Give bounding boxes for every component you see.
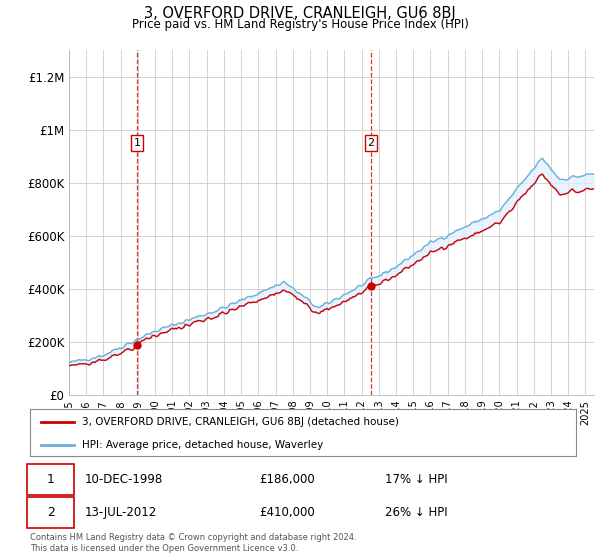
Text: 17% ↓ HPI: 17% ↓ HPI <box>385 473 448 486</box>
Text: £410,000: £410,000 <box>259 506 315 519</box>
Text: 10-DEC-1998: 10-DEC-1998 <box>85 473 163 486</box>
Text: 2: 2 <box>47 506 55 519</box>
Text: 1: 1 <box>133 138 140 148</box>
Text: 1: 1 <box>47 473 55 486</box>
Text: HPI: Average price, detached house, Waverley: HPI: Average price, detached house, Wave… <box>82 440 323 450</box>
Text: 3, OVERFORD DRIVE, CRANLEIGH, GU6 8BJ (detached house): 3, OVERFORD DRIVE, CRANLEIGH, GU6 8BJ (d… <box>82 417 399 427</box>
Text: Contains HM Land Registry data © Crown copyright and database right 2024.
This d: Contains HM Land Registry data © Crown c… <box>30 533 356 553</box>
Text: 13-JUL-2012: 13-JUL-2012 <box>85 506 157 519</box>
Text: 2: 2 <box>368 138 374 148</box>
Text: 26% ↓ HPI: 26% ↓ HPI <box>385 506 448 519</box>
Text: 3, OVERFORD DRIVE, CRANLEIGH, GU6 8BJ: 3, OVERFORD DRIVE, CRANLEIGH, GU6 8BJ <box>144 6 456 21</box>
FancyBboxPatch shape <box>27 497 74 528</box>
FancyBboxPatch shape <box>27 464 74 495</box>
Text: £186,000: £186,000 <box>259 473 315 486</box>
Text: Price paid vs. HM Land Registry's House Price Index (HPI): Price paid vs. HM Land Registry's House … <box>131 18 469 31</box>
